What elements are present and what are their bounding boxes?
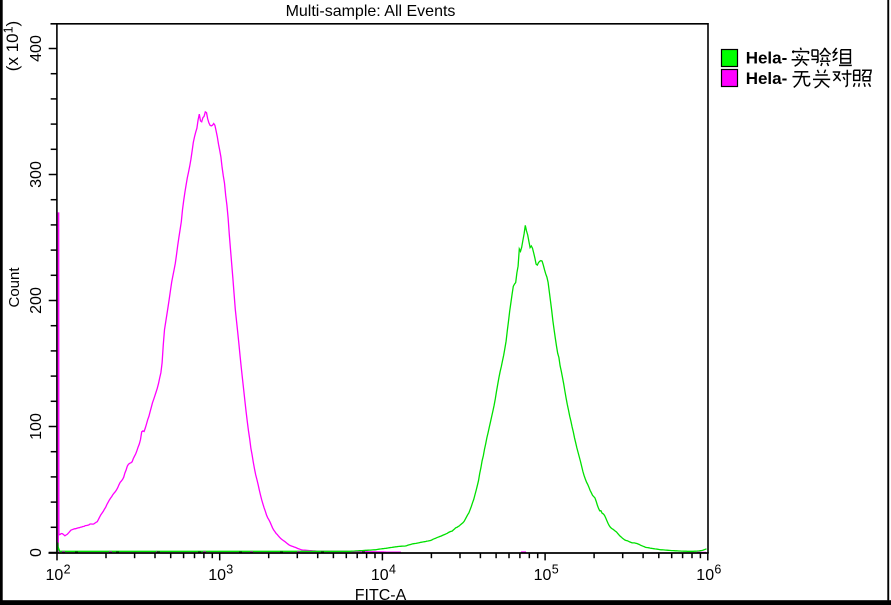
svg-text:Count: Count [6,267,23,308]
svg-text:10: 10 [371,567,389,584]
svg-text:10: 10 [46,567,64,584]
svg-text:5: 5 [552,563,559,577]
svg-text:10: 10 [208,567,226,584]
svg-text:2: 2 [64,563,71,577]
svg-text:3: 3 [226,563,233,577]
svg-text:(x 10: (x 10 [3,33,22,71]
svg-text:400: 400 [28,35,45,62]
svg-text:FITC-A: FITC-A [355,587,407,604]
svg-text:10: 10 [534,567,552,584]
svg-text:200: 200 [28,287,45,314]
svg-text:4: 4 [389,563,396,577]
svg-text:100: 100 [28,413,45,440]
svg-text:Hela-: Hela- [746,69,788,88]
svg-text:6: 6 [714,563,721,577]
svg-text:Multi-sample: All Events: Multi-sample: All Events [286,3,456,20]
svg-text:300: 300 [28,161,45,188]
svg-text:0: 0 [28,548,45,557]
svg-text:10: 10 [696,567,714,584]
svg-text:): ) [3,21,22,27]
svg-text:1: 1 [2,26,16,33]
svg-text:Hela-: Hela- [746,49,788,68]
